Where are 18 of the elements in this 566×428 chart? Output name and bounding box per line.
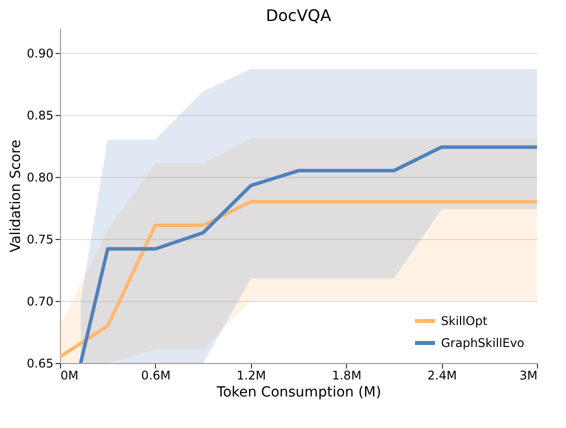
y-tick-label: 0.85: [26, 108, 54, 122]
line-series: [60, 200, 537, 359]
y-axis-title: Validation Score: [8, 140, 24, 252]
y-tick-label: 0.70: [26, 294, 54, 308]
legend-label: GraphSkillEvo: [441, 336, 524, 350]
y-tick-label: 0.65: [26, 356, 54, 370]
x-tick-label: 3M: [520, 368, 538, 382]
x-tick-label: 0M: [60, 368, 78, 382]
legend-label: SkillOpt: [441, 314, 488, 328]
y-tick-label: 0.80: [26, 170, 54, 184]
x-tick-label: 1.2M: [236, 368, 266, 382]
x-tick-label: 1.8M: [332, 368, 362, 382]
x-axis-title: Token Consumption (M): [216, 384, 382, 400]
x-tick-label: 0.6M: [141, 368, 171, 382]
y-tick-label: 0.75: [26, 232, 54, 246]
chart-title: DocVQA: [266, 6, 332, 25]
x-tick-label: 2.4M: [427, 368, 457, 382]
y-tick-label: 0.90: [26, 46, 54, 60]
